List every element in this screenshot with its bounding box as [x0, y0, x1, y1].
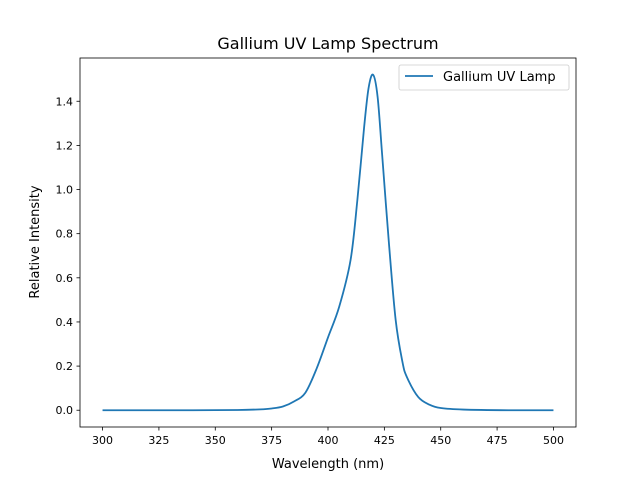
x-tick-label: 350	[205, 434, 226, 447]
y-tick-label: 0.6	[56, 272, 74, 285]
x-tick-label: 325	[148, 434, 169, 447]
y-tick-label: 0.0	[56, 404, 74, 417]
x-tick-label: 400	[318, 434, 339, 447]
plot-area	[102, 73, 554, 412]
series-line-0	[102, 73, 554, 412]
y-tick-label: 0.2	[56, 360, 74, 373]
chart-title: Gallium UV Lamp Spectrum	[217, 34, 438, 53]
x-tick-label: 300	[92, 434, 113, 447]
axes-frame	[79, 57, 577, 428]
x-axis-label: Wavelength (nm)	[272, 457, 384, 472]
legend: Gallium UV Lamp	[398, 64, 570, 91]
x-tick-label: 500	[543, 434, 564, 447]
y-tick-label: 1.2	[56, 139, 74, 152]
x-tick-label: 425	[374, 434, 395, 447]
x-tick-label: 375	[261, 434, 282, 447]
y-tick-label: 1.4	[56, 95, 74, 108]
y-tick-label: 0.4	[56, 316, 74, 329]
y-tick-label: 1.0	[56, 184, 74, 197]
legend-label: Gallium UV Lamp	[443, 70, 556, 85]
y-axis: 0.0 0.2 0.4 0.6 0.8 1.0 1.2 1.4	[56, 95, 80, 417]
y-axis-label: Relative Intensity	[28, 185, 43, 298]
x-tick-label: 450	[430, 434, 451, 447]
x-tick-label: 475	[487, 434, 508, 447]
y-tick-label: 0.8	[56, 228, 74, 241]
legend-box	[398, 64, 570, 91]
x-axis: 300 325 350 375 400 425 450 475 500	[92, 427, 564, 447]
